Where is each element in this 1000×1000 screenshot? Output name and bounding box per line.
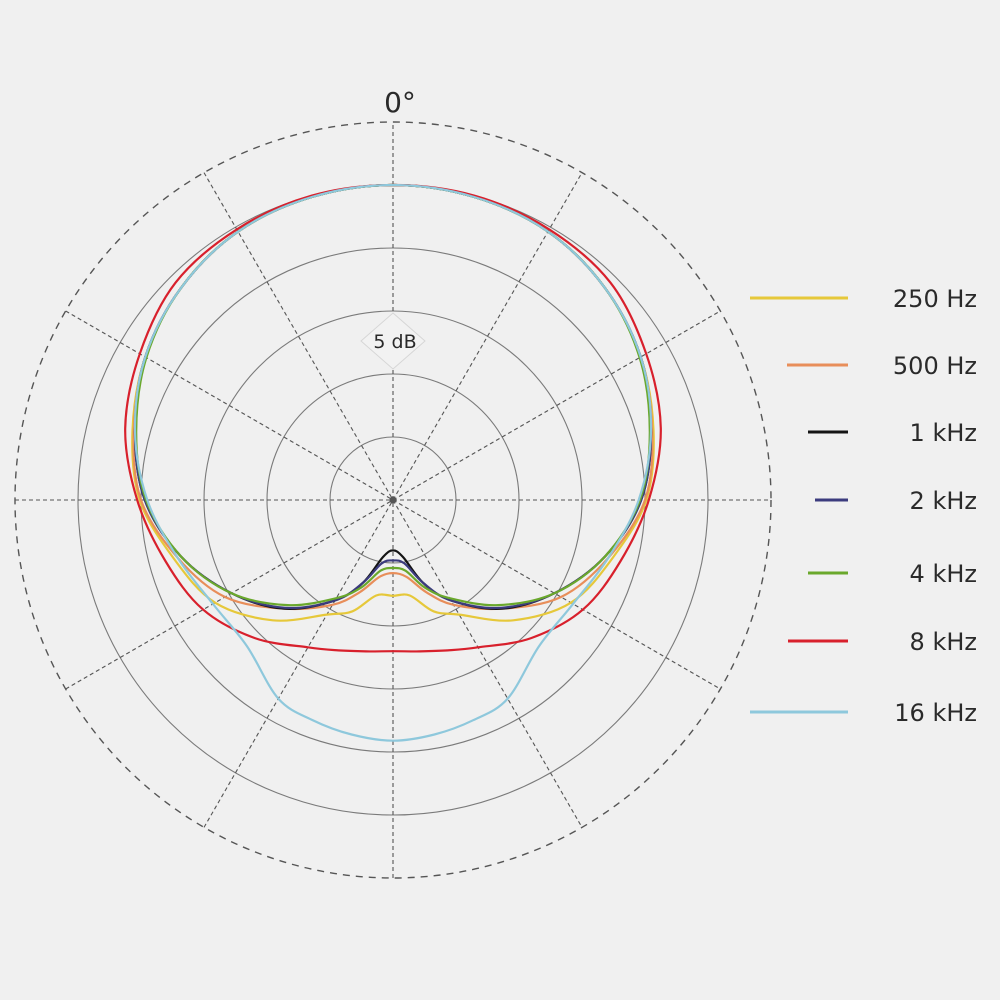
legend-item: 16 kHz xyxy=(750,699,977,727)
polar-grid xyxy=(14,121,772,879)
legend-item: 2 kHz xyxy=(815,487,977,515)
angle-label-0: 0° xyxy=(384,86,416,119)
series-curve-16-khz xyxy=(133,183,653,742)
legend-item: 500 Hz xyxy=(787,352,977,380)
radial-label-text: 5 dB xyxy=(373,331,416,353)
legend-item: 8 kHz xyxy=(788,628,977,656)
legend-item: 1 kHz xyxy=(808,419,977,447)
legend-item: 4 kHz xyxy=(808,560,977,588)
legend-label: 4 kHz xyxy=(910,560,977,588)
legend-item: 250 Hz xyxy=(750,285,977,313)
legend-label: 1 kHz xyxy=(910,419,977,447)
legend: 250 Hz 500 Hz 1 kHz 2 kHz 4 kHz 8 kHz 16 kHz xyxy=(750,285,977,727)
series-curve-8-khz xyxy=(124,183,662,653)
legend-label: 500 Hz xyxy=(893,352,977,380)
legend-label: 2 kHz xyxy=(910,487,977,515)
legend-label: 250 Hz xyxy=(893,285,977,313)
polar-curves xyxy=(124,183,662,742)
series-curve-4-khz xyxy=(135,183,651,607)
legend-label: 8 kHz xyxy=(910,628,977,656)
radial-step-label: 5 dB xyxy=(360,312,426,370)
radial-label-diamond xyxy=(360,312,426,370)
center-dot xyxy=(389,496,397,504)
legend-label: 16 kHz xyxy=(894,699,977,727)
